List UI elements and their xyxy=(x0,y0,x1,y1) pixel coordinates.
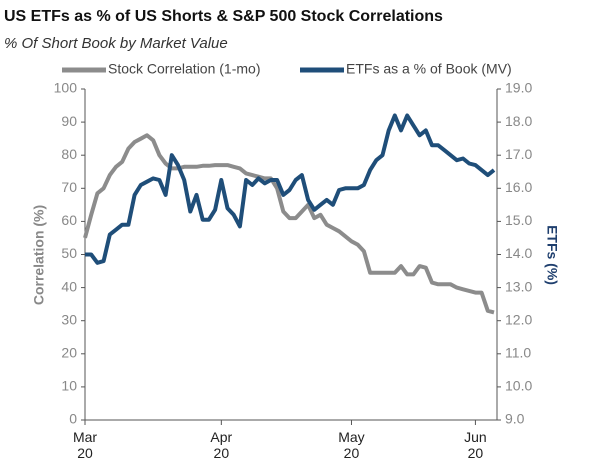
x-tick-label: Mar 20 xyxy=(73,429,97,461)
y-tick-label: 50 xyxy=(61,245,77,261)
y2-tick-label: 16.0 xyxy=(505,179,532,195)
y-axis-title: Correlation (%) xyxy=(31,205,47,305)
x-tick-label: May 20 xyxy=(338,429,364,461)
y2-tick-label: 15.0 xyxy=(505,212,532,228)
y-tick-label: 90 xyxy=(61,113,77,129)
y2-tick-label: 11.0 xyxy=(505,345,531,361)
legend-label: Stock Correlation (1-mo) xyxy=(108,61,261,77)
y-tick-label: 70 xyxy=(61,179,77,195)
y-tick-label: 30 xyxy=(61,311,77,327)
y-tick-label: 20 xyxy=(61,345,77,361)
y2-tick-label: 9.0 xyxy=(505,411,525,427)
series-line xyxy=(83,133,495,315)
y2-axis-title: ETFs (%) xyxy=(544,225,560,285)
y-tick-label: 100 xyxy=(54,80,78,96)
y-tick-label: 40 xyxy=(61,278,77,294)
legend-label: ETFs as a % of Book (MV) xyxy=(346,61,512,77)
y2-tick-label: 17.0 xyxy=(505,146,532,162)
y-tick-label: 80 xyxy=(61,146,77,162)
y2-tick-label: 12.0 xyxy=(505,311,532,327)
y-tick-label: 10 xyxy=(61,378,77,394)
y2-tick-label: 13.0 xyxy=(505,278,532,294)
chart-title: US ETFs as % of US Shorts & S&P 500 Stoc… xyxy=(4,8,443,25)
x-tick-label: Apr 20 xyxy=(210,429,232,461)
y2-tick-label: 18.0 xyxy=(505,113,532,129)
y-tick-label: 0 xyxy=(69,411,77,427)
x-tick-label: Jun 20 xyxy=(464,429,487,461)
y2-tick-label: 19.0 xyxy=(505,80,532,96)
y-tick-label: 60 xyxy=(61,212,77,228)
chart-subtitle: % Of Short Book by Market Value xyxy=(4,35,228,52)
y2-tick-label: 10.0 xyxy=(505,378,532,394)
series-line xyxy=(85,113,496,265)
y2-tick-label: 14.0 xyxy=(505,245,532,261)
